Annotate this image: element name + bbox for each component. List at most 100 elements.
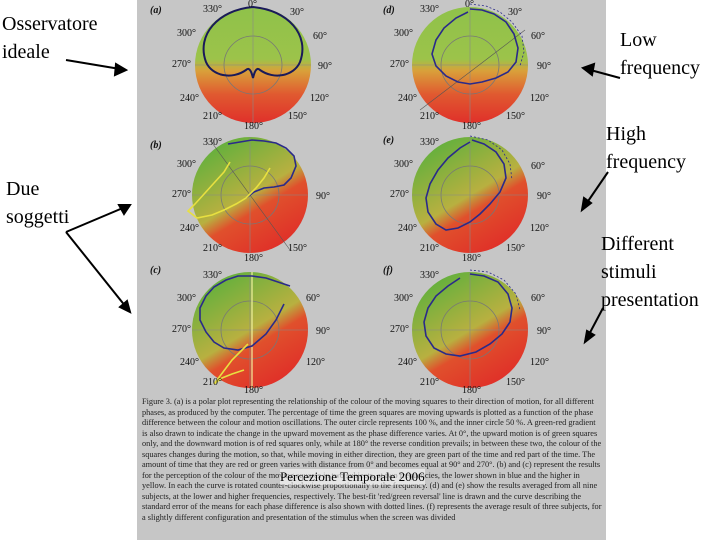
panel-label-a: (a): [150, 5, 162, 16]
deg-label: 180°: [462, 121, 481, 132]
deg-label: 240°: [398, 93, 417, 104]
annotation-line: frequency: [620, 57, 700, 79]
polar-plot-c: [192, 272, 308, 388]
annotation-low-frequency: Low frequency: [620, 26, 700, 82]
deg-label: 330°: [420, 137, 439, 148]
deg-label: 30°: [290, 7, 304, 18]
deg-label: 90°: [318, 61, 332, 72]
polar-plot-a: [195, 5, 311, 123]
annotation-line: frequency: [606, 151, 686, 173]
annotation-high-frequency: High frequency: [606, 120, 686, 176]
deg-label: 270°: [172, 189, 191, 200]
deg-label: 60°: [531, 293, 545, 304]
blue-series-d: [431, 8, 519, 85]
deg-label: 120°: [530, 357, 549, 368]
deg-label: 150°: [506, 377, 525, 388]
deg-label: 210°: [420, 243, 439, 254]
deg-label: 300°: [177, 293, 196, 304]
deg-label: 60°: [531, 31, 545, 42]
deg-label: 330°: [203, 137, 222, 148]
deg-label: 240°: [180, 93, 199, 104]
deg-label: 330°: [203, 4, 222, 15]
polar-plot-d: [412, 3, 528, 123]
panel-label-b: (b): [150, 140, 162, 151]
deg-label: 270°: [172, 324, 191, 335]
deg-label: 180°: [244, 121, 263, 132]
deg-label: 210°: [203, 111, 222, 122]
deg-label: 300°: [177, 28, 196, 39]
annotation-line: Due: [6, 178, 40, 200]
deg-label: 180°: [462, 385, 481, 396]
deg-label: 90°: [316, 191, 330, 202]
annotation-different-stimuli: Different stimuli presentation: [601, 230, 699, 314]
deg-label: 240°: [398, 357, 417, 368]
deg-label: 150°: [288, 243, 307, 254]
ideal-curve: [202, 5, 304, 79]
panel-label-e: (e): [383, 135, 395, 146]
deg-label: 30°: [508, 7, 522, 18]
blue-series-e: [425, 139, 507, 231]
yellow-series-c: [213, 343, 249, 385]
deg-label: 330°: [420, 270, 439, 281]
deg-label: 300°: [394, 159, 413, 170]
annotation-line: presentation: [601, 289, 699, 311]
deg-label: 330°: [203, 270, 222, 281]
annotation-arrows: [65, 59, 621, 345]
deg-label: 150°: [506, 111, 525, 122]
polar-plot-f: [412, 269, 528, 388]
annotation-line: ideale: [2, 41, 50, 63]
deg-label: 210°: [203, 243, 222, 254]
annotation-line: Osservatore: [2, 13, 98, 35]
deg-label: 60°: [313, 31, 327, 42]
deg-label: 300°: [394, 28, 413, 39]
deg-label: 90°: [316, 326, 330, 337]
annotation-two-subjects: Due soggetti: [6, 175, 69, 231]
figure-caption: Figure 3. (a) is a polar plot representi…: [142, 397, 602, 522]
deg-label: 120°: [530, 223, 549, 234]
deg-label: 90°: [537, 326, 551, 337]
deg-label: 240°: [398, 223, 417, 234]
panel-label-c: (c): [150, 265, 162, 276]
deg-label: 210°: [203, 377, 222, 388]
deg-label: 270°: [390, 324, 409, 335]
deg-label: 270°: [172, 59, 191, 70]
panel-label-d: (d): [383, 5, 395, 16]
deg-label: 60°: [531, 161, 545, 172]
deg-label: 270°: [390, 189, 409, 200]
annotation-line: Different: [601, 233, 674, 255]
blue-series-f: [423, 273, 513, 357]
annotation-line: stimuli: [601, 261, 657, 283]
annotation-line: soggetti: [6, 206, 70, 228]
deg-label: 120°: [310, 93, 329, 104]
deg-label: 180°: [462, 253, 481, 264]
deg-label: 180°: [244, 385, 263, 396]
deg-label: 240°: [180, 223, 199, 234]
deg-label: 210°: [420, 111, 439, 122]
deg-label: 0°: [248, 0, 257, 10]
deg-label: 240°: [180, 357, 199, 368]
deg-label: 330°: [420, 4, 439, 15]
deg-label: 90°: [537, 191, 551, 202]
annotation-line: Low: [620, 29, 657, 51]
blue-series-b: [227, 139, 297, 199]
deg-label: 300°: [394, 293, 413, 304]
panel-label-f: (f): [383, 265, 393, 276]
deg-label: 150°: [288, 111, 307, 122]
deg-label: 150°: [506, 243, 525, 254]
slide-footer: Percezione Temporale 2006: [280, 469, 425, 485]
deg-label: 180°: [244, 253, 263, 264]
blue-series-c: [199, 275, 291, 351]
deg-label: 270°: [390, 59, 409, 70]
deg-label: 0°: [465, 0, 474, 10]
deg-label: 90°: [537, 61, 551, 72]
annotation-line: High: [606, 123, 646, 145]
deg-label: 60°: [306, 293, 320, 304]
deg-label: 210°: [420, 377, 439, 388]
yellow-series-b: [186, 161, 271, 219]
polar-plot-b: [186, 137, 308, 253]
deg-label: 300°: [177, 159, 196, 170]
annotation-ideal-observer: Osservatore ideale: [2, 10, 98, 66]
polar-plot-e: [412, 135, 528, 253]
deg-label: 120°: [530, 93, 549, 104]
